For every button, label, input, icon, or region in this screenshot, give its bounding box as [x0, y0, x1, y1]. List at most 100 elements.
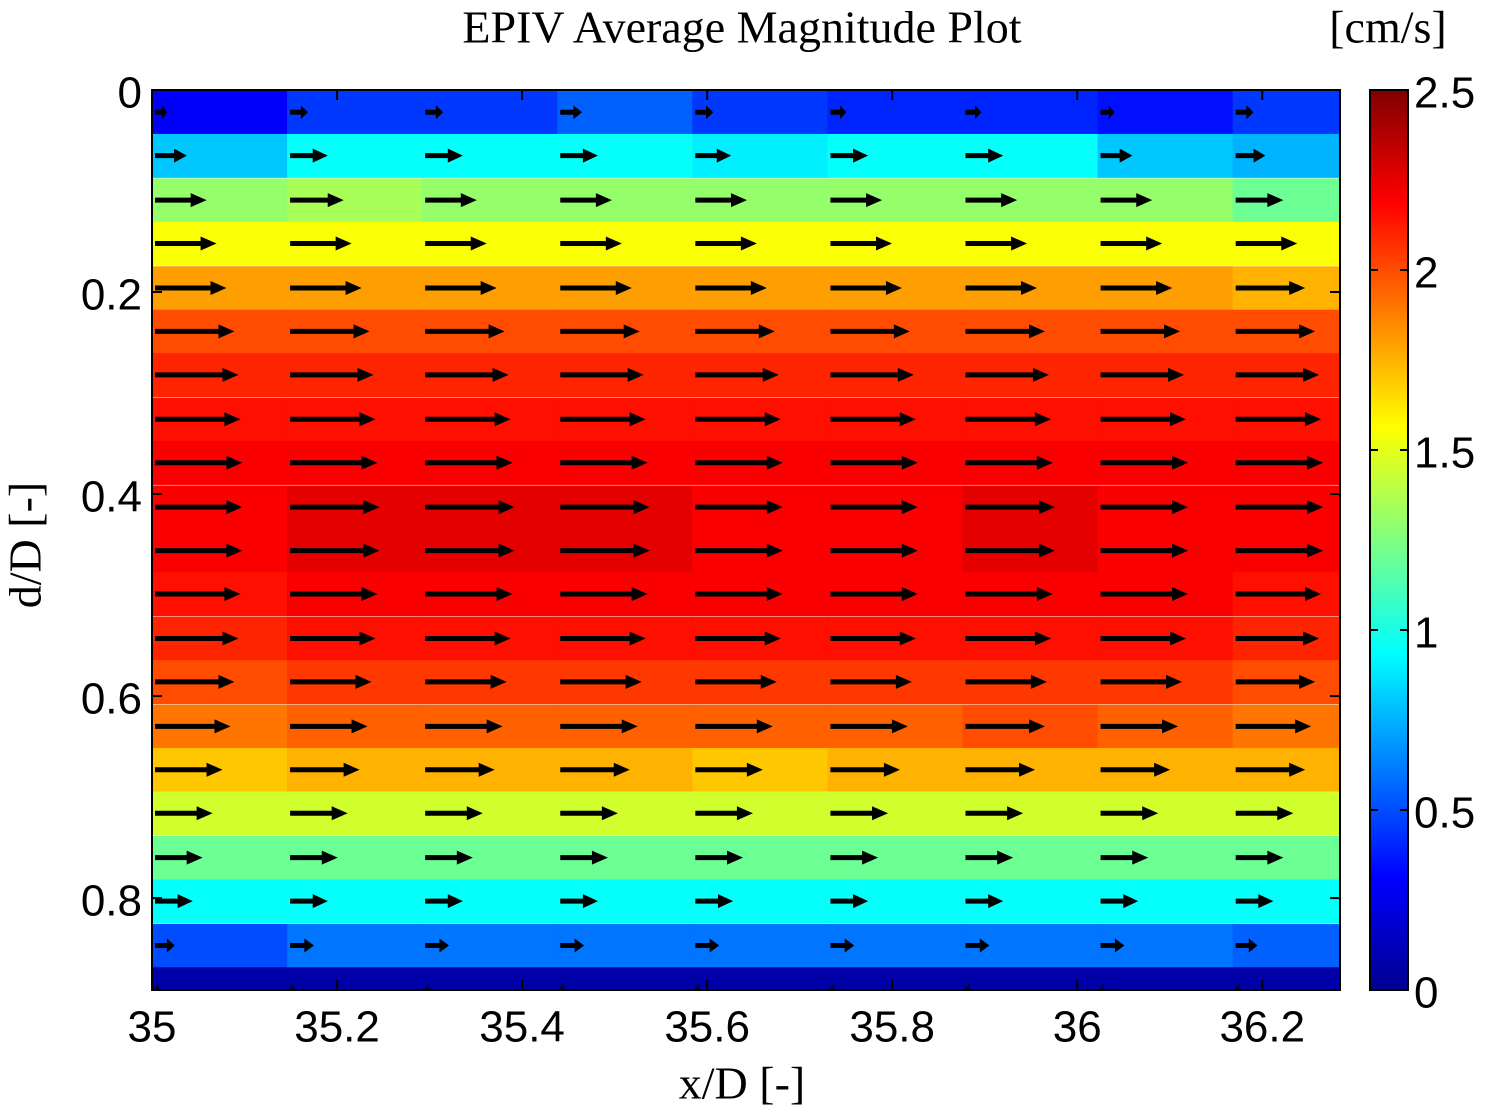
arrow-head [1028, 719, 1045, 734]
arrow [1100, 500, 1188, 515]
arrow-head [967, 981, 970, 990]
arrow-head [756, 719, 773, 734]
arrow-head [486, 719, 503, 734]
arrow-head [361, 455, 378, 470]
arrow [155, 587, 241, 602]
arrow [290, 543, 380, 558]
arrow [1235, 236, 1298, 251]
arrow [290, 280, 362, 295]
arrow [695, 236, 757, 251]
arrow-head [1036, 455, 1053, 470]
y-tick-label: 0.2 [81, 271, 142, 320]
arrow-head [361, 587, 378, 602]
arrow-head [1289, 280, 1306, 295]
arrow-head [1019, 762, 1036, 777]
arrow [695, 806, 753, 821]
arrow [965, 719, 1045, 734]
arrow [290, 324, 370, 339]
arrow-head [200, 236, 217, 251]
arrow-head [716, 148, 732, 163]
colorbar-tick-label: 1 [1414, 609, 1438, 658]
arrow [560, 500, 650, 515]
arrow-head [766, 455, 783, 470]
arrow-head [292, 981, 295, 990]
arrow-head [190, 193, 207, 208]
arrow [425, 850, 473, 865]
arrow [290, 500, 380, 515]
y-tick-label: 0 [118, 69, 142, 118]
arrow-head [494, 412, 511, 427]
arrow [695, 412, 781, 427]
arrow-head [633, 500, 650, 515]
arrow-head [355, 674, 372, 689]
arrow [155, 674, 235, 689]
arrow [560, 412, 646, 427]
arrow-head [629, 631, 646, 646]
arrow [290, 719, 368, 734]
arrow [830, 236, 893, 251]
arrow [155, 981, 159, 990]
arrow-head [582, 148, 598, 163]
arrow-head [196, 806, 213, 821]
arrow-head [1295, 719, 1312, 734]
arrow-head [883, 762, 900, 777]
arrow-head [490, 674, 507, 689]
arrow-head [613, 762, 630, 777]
arrow-head [488, 324, 505, 339]
arrow-head [1021, 280, 1038, 295]
arrow-head [1123, 894, 1139, 909]
arrow-head [174, 148, 187, 163]
arrow-head [1114, 938, 1125, 953]
arrow [290, 105, 308, 120]
arrow-head [345, 280, 362, 295]
x-tick-label: 35.6 [664, 1003, 750, 1052]
arrow [560, 762, 630, 777]
arrow-head [899, 412, 916, 427]
arrow-head [498, 500, 515, 515]
arrow-head [177, 894, 193, 909]
arrow [830, 367, 914, 382]
arrow-head [727, 850, 744, 865]
arrow-head [764, 412, 781, 427]
arrow [830, 674, 912, 689]
arrow [290, 762, 360, 777]
arrow [695, 367, 779, 382]
arrow [1235, 806, 1294, 821]
cell [1097, 90, 1234, 135]
arrow-head [1307, 543, 1324, 558]
arrow [830, 850, 879, 865]
arrow [695, 674, 777, 689]
cell [422, 967, 558, 990]
x-tick-label: 36 [1053, 1003, 1102, 1052]
arrow-head [633, 543, 650, 558]
arrow-head [574, 938, 585, 953]
arrow [560, 455, 648, 470]
arrow-head [629, 412, 646, 427]
arrow [155, 762, 223, 777]
arrow-head [1166, 674, 1183, 689]
arrow [155, 806, 213, 821]
arrow [155, 236, 217, 251]
arrow-head [210, 280, 227, 295]
arrow-head [736, 806, 753, 821]
arrow-head [697, 981, 700, 990]
arrow-head [762, 367, 779, 382]
arrow [1100, 543, 1188, 558]
arrow-head [1038, 543, 1055, 558]
arrow [695, 719, 773, 734]
arrow-head [901, 455, 918, 470]
cell [827, 967, 964, 990]
arrow-head [895, 674, 912, 689]
arrow-head [1132, 850, 1149, 865]
arrow [1100, 280, 1173, 295]
arrow [1100, 587, 1188, 602]
arrow-head [224, 587, 241, 602]
arrow-head [1305, 412, 1322, 427]
arrow [1100, 367, 1185, 382]
arrow-head [766, 587, 783, 602]
arrow-head [186, 850, 203, 865]
arrow [1235, 850, 1284, 865]
arrow [155, 850, 203, 865]
arrow [830, 193, 883, 208]
